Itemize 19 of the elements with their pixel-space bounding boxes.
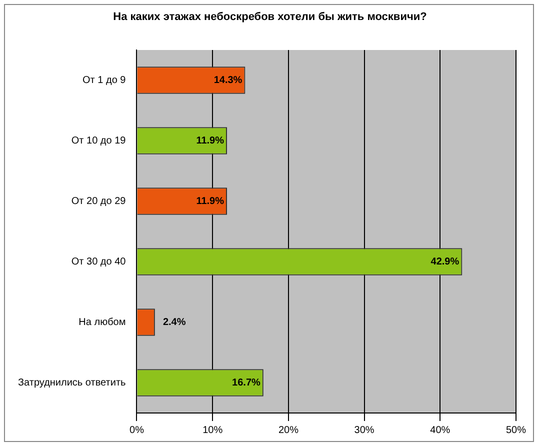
- data-label: 16.7%: [232, 378, 261, 388]
- y-tick-label: От 20 до 29: [71, 196, 126, 207]
- chart-title: На каких этажах небоскребов хотели бы жить москвичи?: [112, 11, 428, 23]
- x-tick-label: 10%: [202, 424, 223, 436]
- y-tick-label: От 10 до 19: [71, 136, 126, 146]
- data-label: 11.9%: [196, 136, 224, 146]
- x-tick-label: 30%: [354, 424, 374, 436]
- x-tick-label: 0%: [130, 424, 144, 436]
- x-tick-label: 50%: [506, 424, 526, 436]
- x-tick-label: 20%: [278, 424, 299, 436]
- x-tick-label: 40%: [430, 424, 450, 436]
- data-label: 42.9%: [430, 256, 460, 268]
- data-label: 2.4%: [162, 317, 186, 328]
- data-label: 14.3%: [214, 75, 242, 86]
- y-tick-label: Затруднились ответить: [18, 378, 126, 388]
- data-label: 11.9%: [196, 196, 224, 207]
- y-tick-label: От 30 до 40: [71, 256, 126, 268]
- y-tick-label: На любом: [78, 317, 126, 328]
- y-tick-label: От 1 до 9: [82, 75, 126, 86]
